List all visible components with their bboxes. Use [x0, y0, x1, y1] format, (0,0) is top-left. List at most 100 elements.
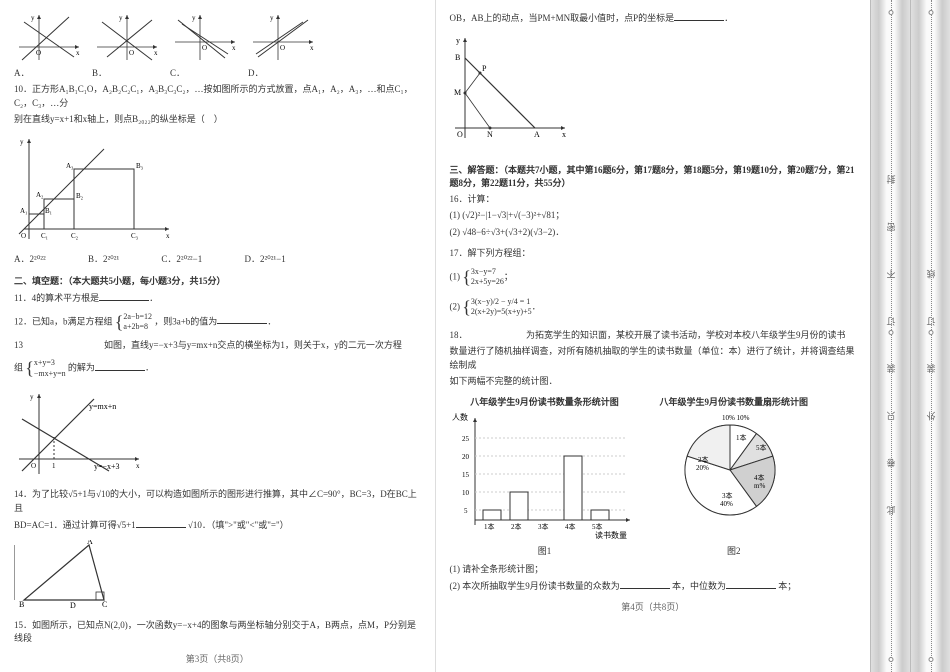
svg-text:1本: 1本 — [736, 433, 747, 442]
svg-text:O: O — [202, 44, 207, 52]
svg-text:A: A — [87, 540, 93, 546]
svg-text:x: x — [310, 44, 314, 52]
q15-graph: Oxy BA N M P — [450, 33, 570, 143]
svg-text:y: y — [270, 14, 274, 22]
q9-graph-c: Oxy — [170, 12, 240, 62]
q9-label-b: B． — [92, 66, 162, 79]
svg-text:D: D — [70, 601, 76, 610]
q12-row: 12．已知a，b满足方程组 {2a−b=12a+2b=8 ，则3a+b的值为． — [14, 309, 421, 336]
q17-p1-eq2: 2x+5y=26 — [471, 277, 504, 287]
exam-page: Oxy A． Oxy B． — [0, 0, 950, 672]
q18-pie-block: 八年级学生9月份读书数量扇形统计图 1本5本 4本m% 3本40% 2本20% — [660, 395, 809, 557]
q9-graph-a: Oxy — [14, 12, 84, 62]
svg-text:2本: 2本 — [511, 522, 522, 531]
q9-options-row: Oxy A． Oxy B． — [14, 12, 421, 79]
svg-text:x: x — [76, 49, 80, 57]
q13-eq1: x+y=3 — [34, 358, 66, 368]
q15-text: 15．如图所示，已知点N(2,0)，一次函数y=−x+4的图象与两坐标轴分别交于… — [14, 619, 421, 646]
svg-text:人数: 人数 — [452, 412, 468, 422]
q12-blank — [217, 314, 267, 324]
svg-text:A: A — [534, 130, 540, 139]
q14-row-b: BD=AC=1．通过计算可得√5+1 √10．（填">"或"<"或"="） — [14, 518, 421, 533]
section2-title: 二、填空题：（本大题共5小题，每小题3分，共15分） — [14, 274, 421, 287]
q9-graph-d: Oxy — [248, 12, 318, 62]
q9-label-d: D． — [248, 66, 318, 79]
q10-opt-c: C．2²⁰²²−1 — [161, 254, 202, 264]
svg-text:3本: 3本 — [538, 522, 549, 531]
svg-text:y: y — [20, 138, 24, 146]
q17-p1-eq1: 3x−y=7 — [471, 267, 504, 277]
q18-sub2-c: 本； — [778, 581, 796, 591]
q18-pie-title: 八年级学生9月份读书数量扇形统计图 — [660, 395, 809, 408]
q10-opts-row: A．2²⁰²² B．2²⁰²¹ C．2²⁰²²−1 D．2²⁰²¹−1 — [14, 253, 421, 267]
q17-p2-eq2: 2(x+2y)=5(x+y)+5 — [471, 307, 532, 317]
q18-text-a: 18． 为拓宽学生的知识面，某校开展了读书活动，学校对本校八年级学生9月份的读书 — [450, 329, 857, 343]
svg-text:O: O — [129, 49, 134, 57]
q18-sub1: (1) 请补全条形统计图； — [450, 563, 857, 577]
svg-text:4本: 4本 — [565, 522, 576, 531]
q18-charts-row: 八年级学生9月份读书数量条形统计图 人数 510 1520 25 — [450, 395, 857, 557]
page-3-column: Oxy A． Oxy B． — [0, 0, 436, 672]
svg-text:y: y — [456, 36, 460, 45]
q16-p2: (2) √48−6÷√3+(√3+2)(√3−2)． — [450, 226, 857, 240]
gutter-col-1: 此 卷 只 装 订 不 密 封 — [870, 0, 910, 672]
q16-p1: (1) (√2)²−|1−√3|+√(−3)²+√81； — [450, 209, 857, 223]
svg-text:15: 15 — [462, 471, 470, 479]
q9-option-b: Oxy B． — [92, 12, 162, 79]
q11-text: 11．4的算术平方根是 — [14, 293, 99, 303]
svg-text:20: 20 — [462, 453, 470, 461]
q10-opt-a: A．2²⁰²² — [14, 254, 46, 264]
q13-text-c: 的解为 — [68, 363, 95, 373]
q18-text-b: 数量进行了随机抽样调查，对所有随机抽取的学生的读书数量（单位：本）进行了统计，并… — [450, 345, 857, 372]
q14-text-c: √10．（填">"或"<"或"="） — [188, 520, 289, 530]
gutter-text-1: 此 卷 只 装 订 不 密 封 — [884, 157, 897, 515]
q17-p2-eq1: 3(x−y)/2 − y/4 = 1 — [471, 297, 532, 307]
q18-blank2 — [726, 579, 776, 589]
gutter-col-2: 外 装 订 线 — [910, 0, 950, 672]
q17-text: 17．解下列方程组： — [450, 247, 857, 261]
q18-bar-chart: 人数 510 1520 25 — [450, 410, 640, 540]
q18-sub2-row: (2) 本次所抽取学生9月份读书数量的众数为 本，中位数为 本； — [450, 579, 857, 594]
svg-text:N: N — [487, 130, 493, 139]
footer-right: 第4页（共8页） — [450, 600, 857, 613]
q10-opt-b: B．2²⁰²¹ — [88, 254, 119, 264]
q17-p1-label: (1) — [450, 271, 461, 281]
svg-text:P: P — [482, 64, 487, 73]
q13-blank — [95, 361, 145, 371]
svg-text:B₃: B₃ — [136, 162, 144, 170]
q17-p1-row: (1) {3x−y=72x+5y=26； — [450, 264, 857, 291]
q18-text-c: 如下两幅不完整的统计图． — [450, 375, 857, 389]
q9-option-d: Oxy D． — [248, 12, 318, 79]
svg-text:2本: 2本 — [698, 455, 709, 464]
svg-text:y: y — [192, 14, 196, 22]
q18-fig1: 图1 — [450, 544, 640, 557]
q14-graph: ABCD — [14, 540, 124, 610]
q15-cont-text: OB，AB上的动点，当PM+MN取最小值时，点P的坐标是 — [450, 13, 675, 23]
q16-text: 16．计算： — [450, 193, 857, 207]
svg-text:25: 25 — [462, 435, 470, 443]
q9-label-c: C． — [170, 66, 240, 79]
q15-cont-row: OB，AB上的动点，当PM+MN取最小值时，点P的坐标是． — [450, 11, 857, 26]
gutter-text-2: 外 装 订 线 — [924, 252, 937, 421]
svg-text:B₁: B₁ — [45, 207, 52, 215]
q14-blank — [136, 518, 186, 528]
svg-text:C₁: C₁ — [41, 232, 48, 240]
svg-text:y=mx+n: y=mx+n — [89, 402, 116, 411]
q10-opt-d: D．2²⁰²¹−1 — [244, 254, 285, 264]
q18-bar-title: 八年级学生9月份读书数量条形统计图 — [450, 395, 640, 408]
q18-fig2: 图2 — [660, 544, 809, 557]
svg-text:m%: m% — [754, 482, 765, 490]
svg-text:x: x — [562, 130, 566, 139]
svg-text:O: O — [36, 49, 41, 57]
q18-sub2-a: (2) 本次所抽取学生9月份读书数量的众数为 — [450, 581, 620, 591]
svg-text:1本: 1本 — [484, 522, 495, 531]
q9-option-a: Oxy A． — [14, 12, 84, 79]
q14-text-a: 14．为了比较√5+1与√10的大小，可以构造如图所示的图形进行推算，其中∠C=… — [14, 488, 421, 515]
svg-text:4本: 4本 — [754, 473, 765, 482]
q13-row-b: 组 {x+y=3−mx+y=n 的解为． — [14, 355, 421, 382]
svg-text:O: O — [31, 462, 36, 470]
q12-text-b: ，则3a+b的值为 — [154, 316, 217, 326]
q13-text-b: 组 — [14, 363, 23, 373]
q12-eq1: 2a−b=12 — [123, 312, 152, 322]
svg-text:B: B — [19, 600, 24, 609]
